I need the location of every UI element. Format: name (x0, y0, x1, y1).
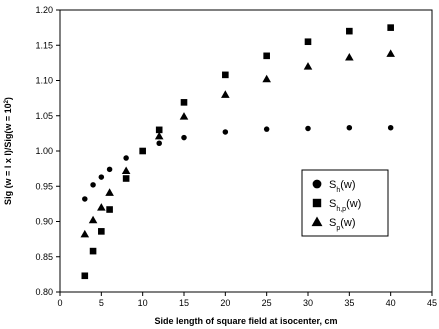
x-tick-label: 40 (386, 298, 396, 308)
legend-label: Sh(w) (329, 179, 356, 194)
legend-marker-circle (312, 179, 322, 189)
y-tick-label: 0.85 (35, 252, 53, 262)
data-point (106, 166, 113, 173)
data-point (105, 188, 114, 196)
data-point (89, 247, 97, 255)
data-point (90, 182, 96, 188)
data-point (387, 124, 394, 131)
series-square (81, 24, 394, 280)
data-point (305, 125, 311, 132)
data-point (156, 140, 162, 146)
y-tick-label: 1.00 (35, 146, 53, 156)
data-point (221, 90, 230, 98)
axes: 0 5 10 15 20 25 30 35 40 45 0.80 0.85 0.90 0.95 1.00 1.… (35, 5, 437, 308)
y-axis-title: Sig (w = l x l)/Sig(w = 102) (3, 97, 13, 205)
data-point (346, 124, 353, 131)
x-tick-label: 0 (57, 298, 62, 308)
data-point (88, 215, 98, 224)
x-tick-label: 45 (427, 298, 437, 308)
x-tick-label: 10 (138, 298, 148, 308)
x-tick-label: 5 (99, 298, 104, 308)
data-point (121, 166, 131, 174)
data-point (98, 228, 105, 235)
data-point (263, 52, 270, 60)
data-point (82, 196, 88, 202)
data-point (81, 272, 89, 280)
data-point (222, 71, 229, 79)
data-point (263, 126, 270, 132)
y-tick-label: 0.90 (35, 217, 53, 227)
data-point (345, 52, 354, 61)
data-point (123, 155, 129, 161)
legend-marker-triangle (311, 216, 323, 227)
x-tick-label: 15 (179, 298, 189, 308)
data-marks (80, 24, 395, 280)
data-point (303, 62, 313, 70)
x-axis-title: Side length of square field at isocenter… (154, 316, 337, 326)
data-point (155, 126, 163, 134)
data-point (139, 147, 146, 155)
x-tick-label: 35 (344, 298, 354, 308)
data-point (180, 99, 188, 106)
data-point (181, 134, 187, 141)
data-point (106, 206, 113, 213)
data-point (346, 27, 353, 35)
x-tick-label: 20 (220, 298, 230, 308)
data-point (262, 74, 271, 83)
legend-label: Sh,p(w) (329, 198, 361, 213)
data-point (80, 229, 90, 238)
x-tick-label: 30 (303, 298, 313, 308)
data-point (386, 49, 395, 57)
legend: Sh(w) Sh,p(w) Sp(w) (301, 169, 389, 237)
data-point (179, 112, 189, 120)
series-circle (82, 124, 394, 202)
legend-marker-square (312, 198, 322, 208)
data-point (387, 24, 394, 31)
data-point (98, 174, 105, 180)
data-point (122, 175, 130, 182)
plot-frame (59, 9, 433, 293)
series-triangle (80, 49, 395, 238)
y-tick-label: 0.80 (35, 287, 53, 297)
legend-label: Sp(w) (329, 217, 356, 232)
y-tick-label: 1.05 (35, 111, 53, 121)
data-point (154, 131, 164, 140)
x-tick-label: 25 (262, 298, 272, 308)
data-point (222, 129, 229, 135)
y-tick-label: 0.95 (35, 181, 53, 191)
data-point (304, 38, 312, 46)
y-tick-label: 1.15 (35, 40, 53, 50)
data-point (97, 203, 106, 211)
y-tick-label: 1.20 (35, 5, 53, 15)
y-tick-label: 1.10 (35, 76, 53, 86)
